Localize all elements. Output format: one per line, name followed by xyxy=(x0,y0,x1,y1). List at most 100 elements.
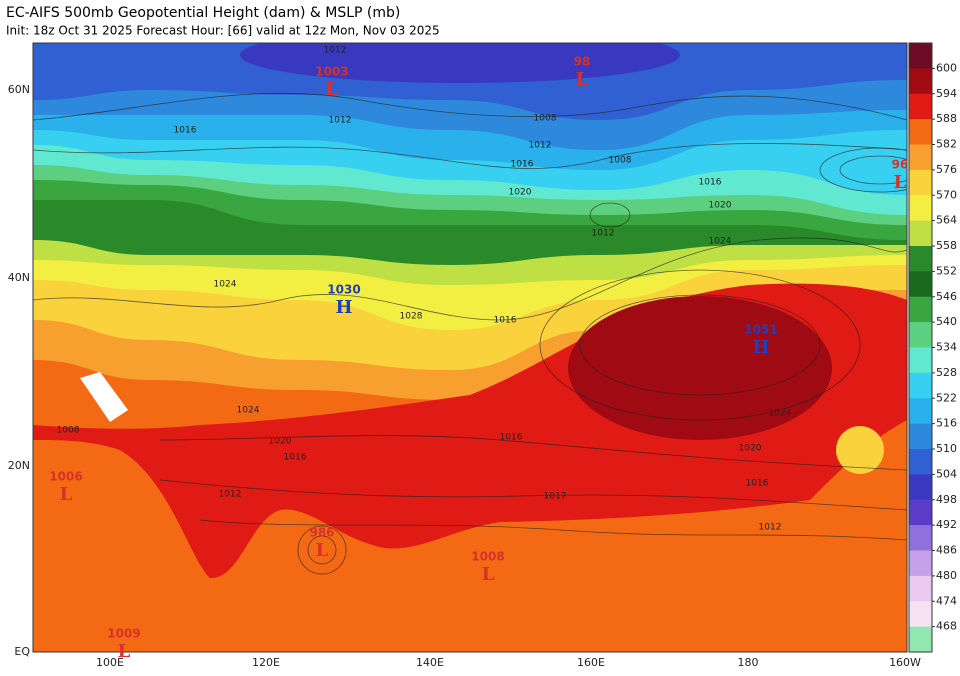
colorbar-label: 498 xyxy=(936,493,957,506)
center-value: 96 xyxy=(892,158,909,172)
colorbar-label: 522 xyxy=(936,391,957,404)
colorbar-label: 588 xyxy=(936,112,957,125)
center-value: 986 xyxy=(309,526,334,540)
colorbar-label: 552 xyxy=(936,264,957,277)
colorbar-label: 474 xyxy=(936,594,957,607)
center-letter: H xyxy=(752,337,769,358)
band xyxy=(568,296,832,440)
contour-label: 1024 xyxy=(709,237,732,247)
center-letter: L xyxy=(60,484,73,505)
contour-label: 1008 xyxy=(609,156,632,166)
center-value: 1009 xyxy=(107,627,140,641)
colorbar-box xyxy=(909,372,932,399)
center-letter: H xyxy=(335,297,352,318)
center-letter: L xyxy=(894,172,907,193)
center-value: 1006 xyxy=(49,470,82,484)
colorbar: 600 594 588 582 576 570 564 558 552 546 540 534 528 5… xyxy=(908,42,957,653)
colorbar-box xyxy=(909,423,932,450)
lat-label: EQ xyxy=(14,645,30,658)
map-frame xyxy=(32,42,908,653)
contour-label: 1024 xyxy=(237,406,260,416)
subtitle: Init: 18z Oct 31 2025 Forecast Hour: [66… xyxy=(6,24,440,38)
contours xyxy=(33,92,907,575)
center-value: 1051 xyxy=(744,323,777,337)
lat-label: 60N xyxy=(8,83,30,96)
lon-label: 180 xyxy=(738,656,759,669)
contour-label: 1008 xyxy=(57,426,80,436)
colorbar-label: 546 xyxy=(936,290,957,303)
lat-label: 40N xyxy=(8,271,30,284)
contour-label: 1012 xyxy=(592,229,615,239)
title: EC-AIFS 500mb Geopotential Height (dam) … xyxy=(6,5,400,21)
center-letter: L xyxy=(326,79,339,100)
contour-label: 1016 xyxy=(699,178,722,188)
center-letter: L xyxy=(576,69,589,90)
center-value: 98 xyxy=(574,55,591,69)
map-area xyxy=(33,43,907,652)
colorbar-label: 564 xyxy=(936,214,957,227)
colorbar-label: 480 xyxy=(936,569,957,582)
colorbar-box xyxy=(909,246,932,272)
blank-patch xyxy=(80,372,128,422)
colorbar-label: 582 xyxy=(936,138,957,151)
colorbar-label: 576 xyxy=(936,163,957,176)
colorbar-label: 528 xyxy=(936,366,957,379)
colorbar-label: 510 xyxy=(936,442,957,455)
center-letter: L xyxy=(316,540,329,561)
colorbar-label: 600 xyxy=(936,61,957,74)
colorbar-box xyxy=(909,575,932,602)
colorbar-label: 558 xyxy=(936,239,957,252)
contour-label: 1012 xyxy=(329,116,352,126)
colorbar-label: 594 xyxy=(936,87,957,100)
band xyxy=(836,426,884,474)
colorbar-label: 540 xyxy=(936,315,957,328)
colorbar-box xyxy=(909,474,932,501)
contour-label: 1020 xyxy=(709,201,732,211)
contour-label: 1020 xyxy=(269,437,292,447)
center-value: 1008 xyxy=(471,550,504,564)
colorbar-box xyxy=(909,347,932,374)
colorbar-box xyxy=(909,271,932,298)
colorbar-box xyxy=(909,119,932,145)
colorbar-box xyxy=(909,322,932,348)
colorbar-box xyxy=(909,626,932,653)
center-letter: L xyxy=(482,564,495,585)
colorbar-label: 468 xyxy=(936,620,957,633)
colorbar-label: 516 xyxy=(936,417,957,430)
colorbar-box xyxy=(909,449,932,475)
contour-label: 1016 xyxy=(746,479,769,489)
colorbar-box xyxy=(909,195,932,221)
contour-label: 1028 xyxy=(400,312,423,322)
center-letter: L xyxy=(118,641,131,662)
contour-label: 1024 xyxy=(214,280,237,290)
contour-label: 1020 xyxy=(509,188,532,198)
contour-label: 1012 xyxy=(219,490,242,500)
colorbar-label: 492 xyxy=(936,518,957,531)
colorbar-box xyxy=(909,93,932,120)
colorbar-box xyxy=(909,296,932,323)
contour-label: 1016 xyxy=(284,453,307,463)
contour-label: 1008 xyxy=(534,114,557,124)
band xyxy=(240,43,680,83)
lon-label: 160E xyxy=(577,656,605,669)
colorbar-box xyxy=(909,398,932,424)
colorbar-label: 504 xyxy=(936,467,957,480)
colorbar-label: 534 xyxy=(936,341,957,354)
lon-label: 160W xyxy=(889,656,921,669)
contour-label: 1020 xyxy=(739,444,762,454)
colorbar-box xyxy=(909,601,932,627)
colorbar-box xyxy=(909,499,932,526)
colorbar-box xyxy=(909,43,932,69)
colorbar-box xyxy=(909,550,932,577)
colorbar-box xyxy=(909,525,932,551)
lat-label: 20N xyxy=(8,459,30,472)
colorbar-box xyxy=(909,68,932,95)
contour-label: 1024 xyxy=(769,409,792,419)
lon-label: 140E xyxy=(416,656,444,669)
contour-label: 1016 xyxy=(511,160,534,170)
colorbar-box xyxy=(909,169,932,196)
contour-label: 1016 xyxy=(500,433,523,443)
colorbar-box xyxy=(909,220,932,247)
contour-label: 1012 xyxy=(759,523,782,533)
